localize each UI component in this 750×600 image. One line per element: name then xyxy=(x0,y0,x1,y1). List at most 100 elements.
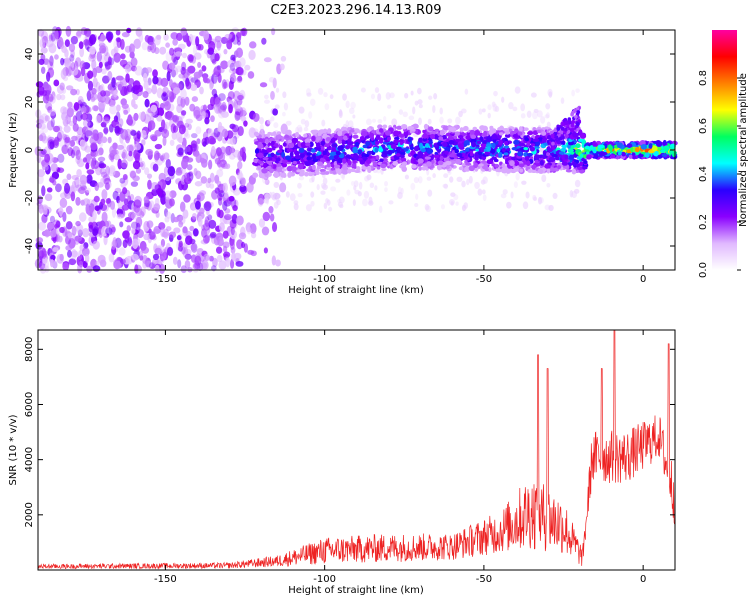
spectrogram-cell xyxy=(75,149,82,161)
spectrogram-cell xyxy=(410,182,416,191)
spectrogram-cell xyxy=(142,254,148,265)
spectrogram-cell xyxy=(185,235,193,246)
spectrogram-cell xyxy=(311,148,316,153)
spectrogram-cell xyxy=(352,114,356,119)
spectrogram-cell xyxy=(76,169,82,178)
spectrogram-cell xyxy=(537,169,544,174)
spectrogram-cell xyxy=(145,67,153,73)
spectrogram-cell xyxy=(346,168,352,174)
spectrogram-cell xyxy=(321,119,326,127)
spectrogram-cell xyxy=(154,143,163,150)
spectrogram-cell xyxy=(266,119,272,125)
spectrogram-cell xyxy=(97,156,106,162)
spectrogram-cell xyxy=(190,84,198,91)
spectrogram-cell xyxy=(269,213,275,222)
spectrogram-cell xyxy=(346,189,351,196)
spectrogram-cell xyxy=(428,95,433,100)
spectrogram-cell xyxy=(443,173,449,179)
spectrogram-cell xyxy=(143,233,150,241)
spectrogram-cell xyxy=(46,221,55,231)
spectrogram-cell xyxy=(41,135,48,144)
spectrogram-cell xyxy=(122,230,130,239)
spectrogram-cell xyxy=(90,96,96,103)
spectrogram-cell xyxy=(146,173,153,179)
spectrogram-cell xyxy=(76,223,84,234)
spectrogram-cell xyxy=(571,89,575,97)
spectrogram-cell xyxy=(176,235,182,241)
colorbar-tick-label: 0.2 xyxy=(698,214,709,230)
spectrogram-cell xyxy=(481,189,486,195)
spectrogram-cell xyxy=(456,176,463,182)
spectrogram-cell xyxy=(273,172,280,178)
spectrogram-cell xyxy=(218,260,227,270)
spectrogram-cell xyxy=(271,191,276,200)
spectrogram-cell xyxy=(454,131,461,137)
spectrogram-cell xyxy=(433,93,438,100)
spectrogram-cell xyxy=(95,114,102,124)
spectrogram-cell xyxy=(177,136,184,144)
spectrogram-cell xyxy=(241,27,248,37)
colorbar-gradient xyxy=(712,30,737,270)
spectrogram-cell xyxy=(224,33,232,42)
spectrogram-cell xyxy=(209,96,216,107)
spectrogram-cell xyxy=(522,201,529,210)
spectrogram-cell xyxy=(293,203,299,211)
spectrogram-cell xyxy=(181,158,188,170)
spectrogram-cell xyxy=(38,58,45,65)
spectrogram-cell xyxy=(498,139,503,146)
spectrogram-cell xyxy=(478,108,483,115)
spectrogram-cell xyxy=(661,153,668,157)
spectrogram-cell xyxy=(92,228,99,236)
spectrogram-cell xyxy=(152,163,159,172)
colorbar-tick-label: 0.4 xyxy=(698,166,709,182)
spectrogram-cell xyxy=(72,123,79,132)
spectrogram-cell xyxy=(49,175,55,184)
spectrogram-cell xyxy=(250,232,257,239)
spectrogram-cell xyxy=(163,166,169,177)
spectrogram-cell xyxy=(504,140,509,146)
spectrogram-cell xyxy=(213,235,220,246)
spectrogram-cell xyxy=(116,37,122,49)
spectrogram-cell xyxy=(634,147,640,153)
spectrogram-cell xyxy=(67,232,73,239)
spectrogram-cell xyxy=(286,130,291,136)
spectrogram-cell xyxy=(116,213,124,220)
spectrogram-cell xyxy=(273,122,279,129)
spectrogram-cell xyxy=(359,135,365,141)
spectrogram-cell xyxy=(294,150,300,157)
spectrogram-cell xyxy=(38,134,44,142)
spectrogram-cell xyxy=(86,91,95,99)
spectrogram-cell xyxy=(182,242,188,250)
spectrogram-cell xyxy=(464,88,469,95)
spectrogram-cell xyxy=(243,120,248,127)
spectrogram-cell xyxy=(203,30,210,41)
spectrogram-cell xyxy=(458,166,464,171)
spectrogram-cell xyxy=(141,139,146,146)
spectrogram-cell xyxy=(449,176,454,183)
spectrogram-cell xyxy=(160,77,169,87)
spectrogram-cell xyxy=(37,29,45,37)
spectrogram-cell xyxy=(617,151,622,156)
spectrogram-cell xyxy=(425,205,431,213)
spectrogram-cell xyxy=(216,40,222,51)
spectrogram-cell xyxy=(504,133,511,138)
spectrogram-cell xyxy=(53,79,60,87)
spectrogram-cell xyxy=(216,161,223,167)
spectrogram-cell xyxy=(182,226,188,234)
spectrogram-cell xyxy=(179,201,186,212)
spectrogram-cell xyxy=(71,135,78,142)
spectrogram-cell xyxy=(103,45,109,57)
spectrogram-cell xyxy=(581,165,588,170)
spectrogram-cell xyxy=(561,135,565,140)
spectrogram-cell xyxy=(210,145,216,156)
spectrogram-cell xyxy=(297,192,303,198)
spectrogram-cell xyxy=(656,145,662,151)
x-tick-label: 0 xyxy=(640,274,646,285)
spectrogram-cell xyxy=(169,198,175,207)
spectrogram-cell xyxy=(316,161,324,167)
spectrogram-cell xyxy=(70,149,75,159)
spectrogram-cell xyxy=(57,153,65,163)
spectrogram-cell xyxy=(258,116,265,125)
spectrogram-cell xyxy=(419,142,424,149)
spectrogram-cell xyxy=(229,239,235,250)
